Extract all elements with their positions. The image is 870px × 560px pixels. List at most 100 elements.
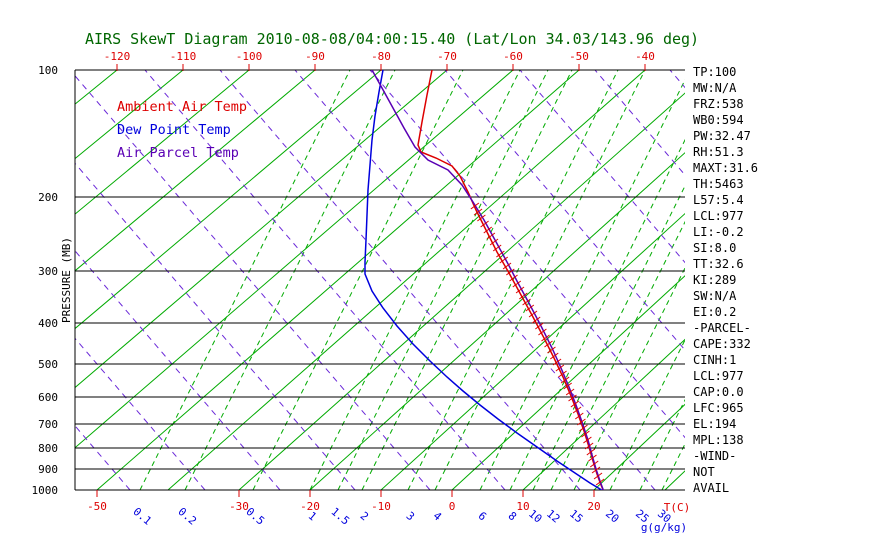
stats-line: EL:194 xyxy=(693,417,736,431)
stats-line: LCL:977 xyxy=(693,209,744,223)
isotherm-line xyxy=(309,152,685,490)
grid-lines xyxy=(75,70,685,490)
cape-hatch-tick xyxy=(470,202,480,210)
cape-hatch-tick xyxy=(589,460,599,468)
cape-hatch-tick xyxy=(480,220,489,228)
pressure-label: 800 xyxy=(38,442,58,455)
cape-hatch-tick xyxy=(581,430,590,438)
cape-hatch-tick xyxy=(588,454,597,462)
cape-hatch-tick xyxy=(522,298,531,306)
pressure-label: 200 xyxy=(38,191,58,204)
mixing-ratio-label: 2 xyxy=(358,509,371,523)
cape-hatch-tick xyxy=(572,406,582,414)
top-temp-label: -100 xyxy=(236,50,263,63)
isotherm-line xyxy=(75,70,184,160)
cape-hatch-tick xyxy=(544,340,553,348)
stats-line: LFC:965 xyxy=(693,401,744,415)
cape-hatch-tick xyxy=(586,448,596,456)
stats-line: PW:32.47 xyxy=(693,129,751,143)
mixing-ratio-line xyxy=(252,70,464,490)
cape-hatch-tick xyxy=(541,334,550,342)
cape-hatch-tick xyxy=(515,286,525,294)
cape-hatch-tick xyxy=(502,262,512,270)
cape-hatch-tick xyxy=(568,394,577,402)
dewpoint-curve xyxy=(364,70,603,490)
cape-hatch-tick xyxy=(509,274,518,282)
cape-hatch-tick xyxy=(538,328,547,336)
stats-line: -PARCEL- xyxy=(693,321,751,335)
stats-line: MAXT:31.6 xyxy=(693,161,758,175)
isotherm-line xyxy=(380,212,685,490)
bottom-temp-label: 10 xyxy=(516,500,529,513)
mixing-ratio-label: 8 xyxy=(506,509,519,523)
pressure-label: 400 xyxy=(38,317,58,330)
top-temp-label: -110 xyxy=(170,50,197,63)
dry-adiabat-line xyxy=(294,70,656,490)
mixing-ratio-line xyxy=(309,70,521,490)
top-temp-label: -70 xyxy=(437,50,457,63)
stats-line: NOT xyxy=(693,465,715,479)
stats-line: LI:-0.2 xyxy=(693,225,744,239)
stats-line: TP:100 xyxy=(693,65,736,79)
cape-hatch-tick xyxy=(579,424,588,432)
stats-line: -WIND- xyxy=(693,449,736,463)
dry-adiabat-line xyxy=(144,70,506,490)
bottom-temp-label: 20 xyxy=(587,500,600,513)
ambient-temp-curve xyxy=(417,70,604,490)
cape-hatch-tick xyxy=(591,466,601,474)
pressure-label: 900 xyxy=(38,463,58,476)
cape-hatch-tick xyxy=(512,280,522,288)
pressure-label: 100 xyxy=(38,64,58,77)
cape-hatch-tick xyxy=(496,250,505,258)
dry-adiabat-line xyxy=(75,337,206,490)
cape-hatch-tick xyxy=(486,232,496,240)
cape-hatch-tick xyxy=(577,418,586,426)
pressure-axis-title: PRESSURE (MB) xyxy=(60,237,73,323)
mixing-ratio-line xyxy=(550,220,685,490)
cape-hatch-tick xyxy=(563,382,572,390)
isotherm-line xyxy=(167,70,646,490)
mixing-ratio-line xyxy=(479,78,685,490)
cape-hatch-tick xyxy=(595,478,605,486)
legend-item-parcel: Air Parcel Temp xyxy=(117,145,239,161)
mixing-ratio-line xyxy=(184,70,396,490)
cape-hatch-tick xyxy=(565,388,575,396)
stats-line: MPL:138 xyxy=(693,433,744,447)
mixing-ratio-line xyxy=(139,70,351,490)
cape-hatch-tick xyxy=(525,304,535,312)
dry-adiabat-line xyxy=(444,70,685,351)
top-temp-label: -90 xyxy=(305,50,325,63)
isotherm-line xyxy=(75,70,316,272)
isotherm-line xyxy=(75,70,382,330)
mixing-ratio-line xyxy=(361,70,573,490)
dry-adiabat-line xyxy=(75,250,281,490)
cape-hatch-tick xyxy=(549,352,559,360)
mixing-ratio-label: 15 xyxy=(567,507,586,525)
cape-hatch-tick xyxy=(555,364,565,372)
stats-line: SW:N/A xyxy=(693,289,737,303)
mixing-ratio-label: 12 xyxy=(544,507,563,525)
legend-item-ambient: Ambient Air Temp xyxy=(117,99,247,115)
stats-line: CAP:0.0 xyxy=(693,385,744,399)
chart-title: AIRS SkewT Diagram 2010-08-08/04:00:15.4… xyxy=(85,30,699,48)
cape-hatch-tick xyxy=(584,442,594,450)
cape-hatch-tick xyxy=(574,412,584,420)
stats-line: MW:N/A xyxy=(693,81,737,95)
stats-line: AVAIL xyxy=(693,481,729,495)
mixing-ratio-line xyxy=(509,138,685,490)
stats-line: FRZ:538 xyxy=(693,97,744,111)
top-temp-label: -50 xyxy=(569,50,589,63)
pressure-label: 600 xyxy=(38,391,58,404)
dry-adiabat-line xyxy=(369,70,685,439)
bottom-temp-label: -30 xyxy=(229,500,249,513)
top-temp-label: -40 xyxy=(635,50,655,63)
pressure-label: 1000 xyxy=(32,484,59,497)
cape-hatch-tick xyxy=(535,322,544,330)
cape-hatch-tick xyxy=(560,376,570,384)
isotherm-line xyxy=(75,70,448,389)
isotherm-line xyxy=(75,70,250,215)
stats-line: WB0:594 xyxy=(693,113,744,127)
cape-hatch-tick xyxy=(583,436,592,444)
mixing-unit-label: g(g/kg) xyxy=(641,521,687,534)
